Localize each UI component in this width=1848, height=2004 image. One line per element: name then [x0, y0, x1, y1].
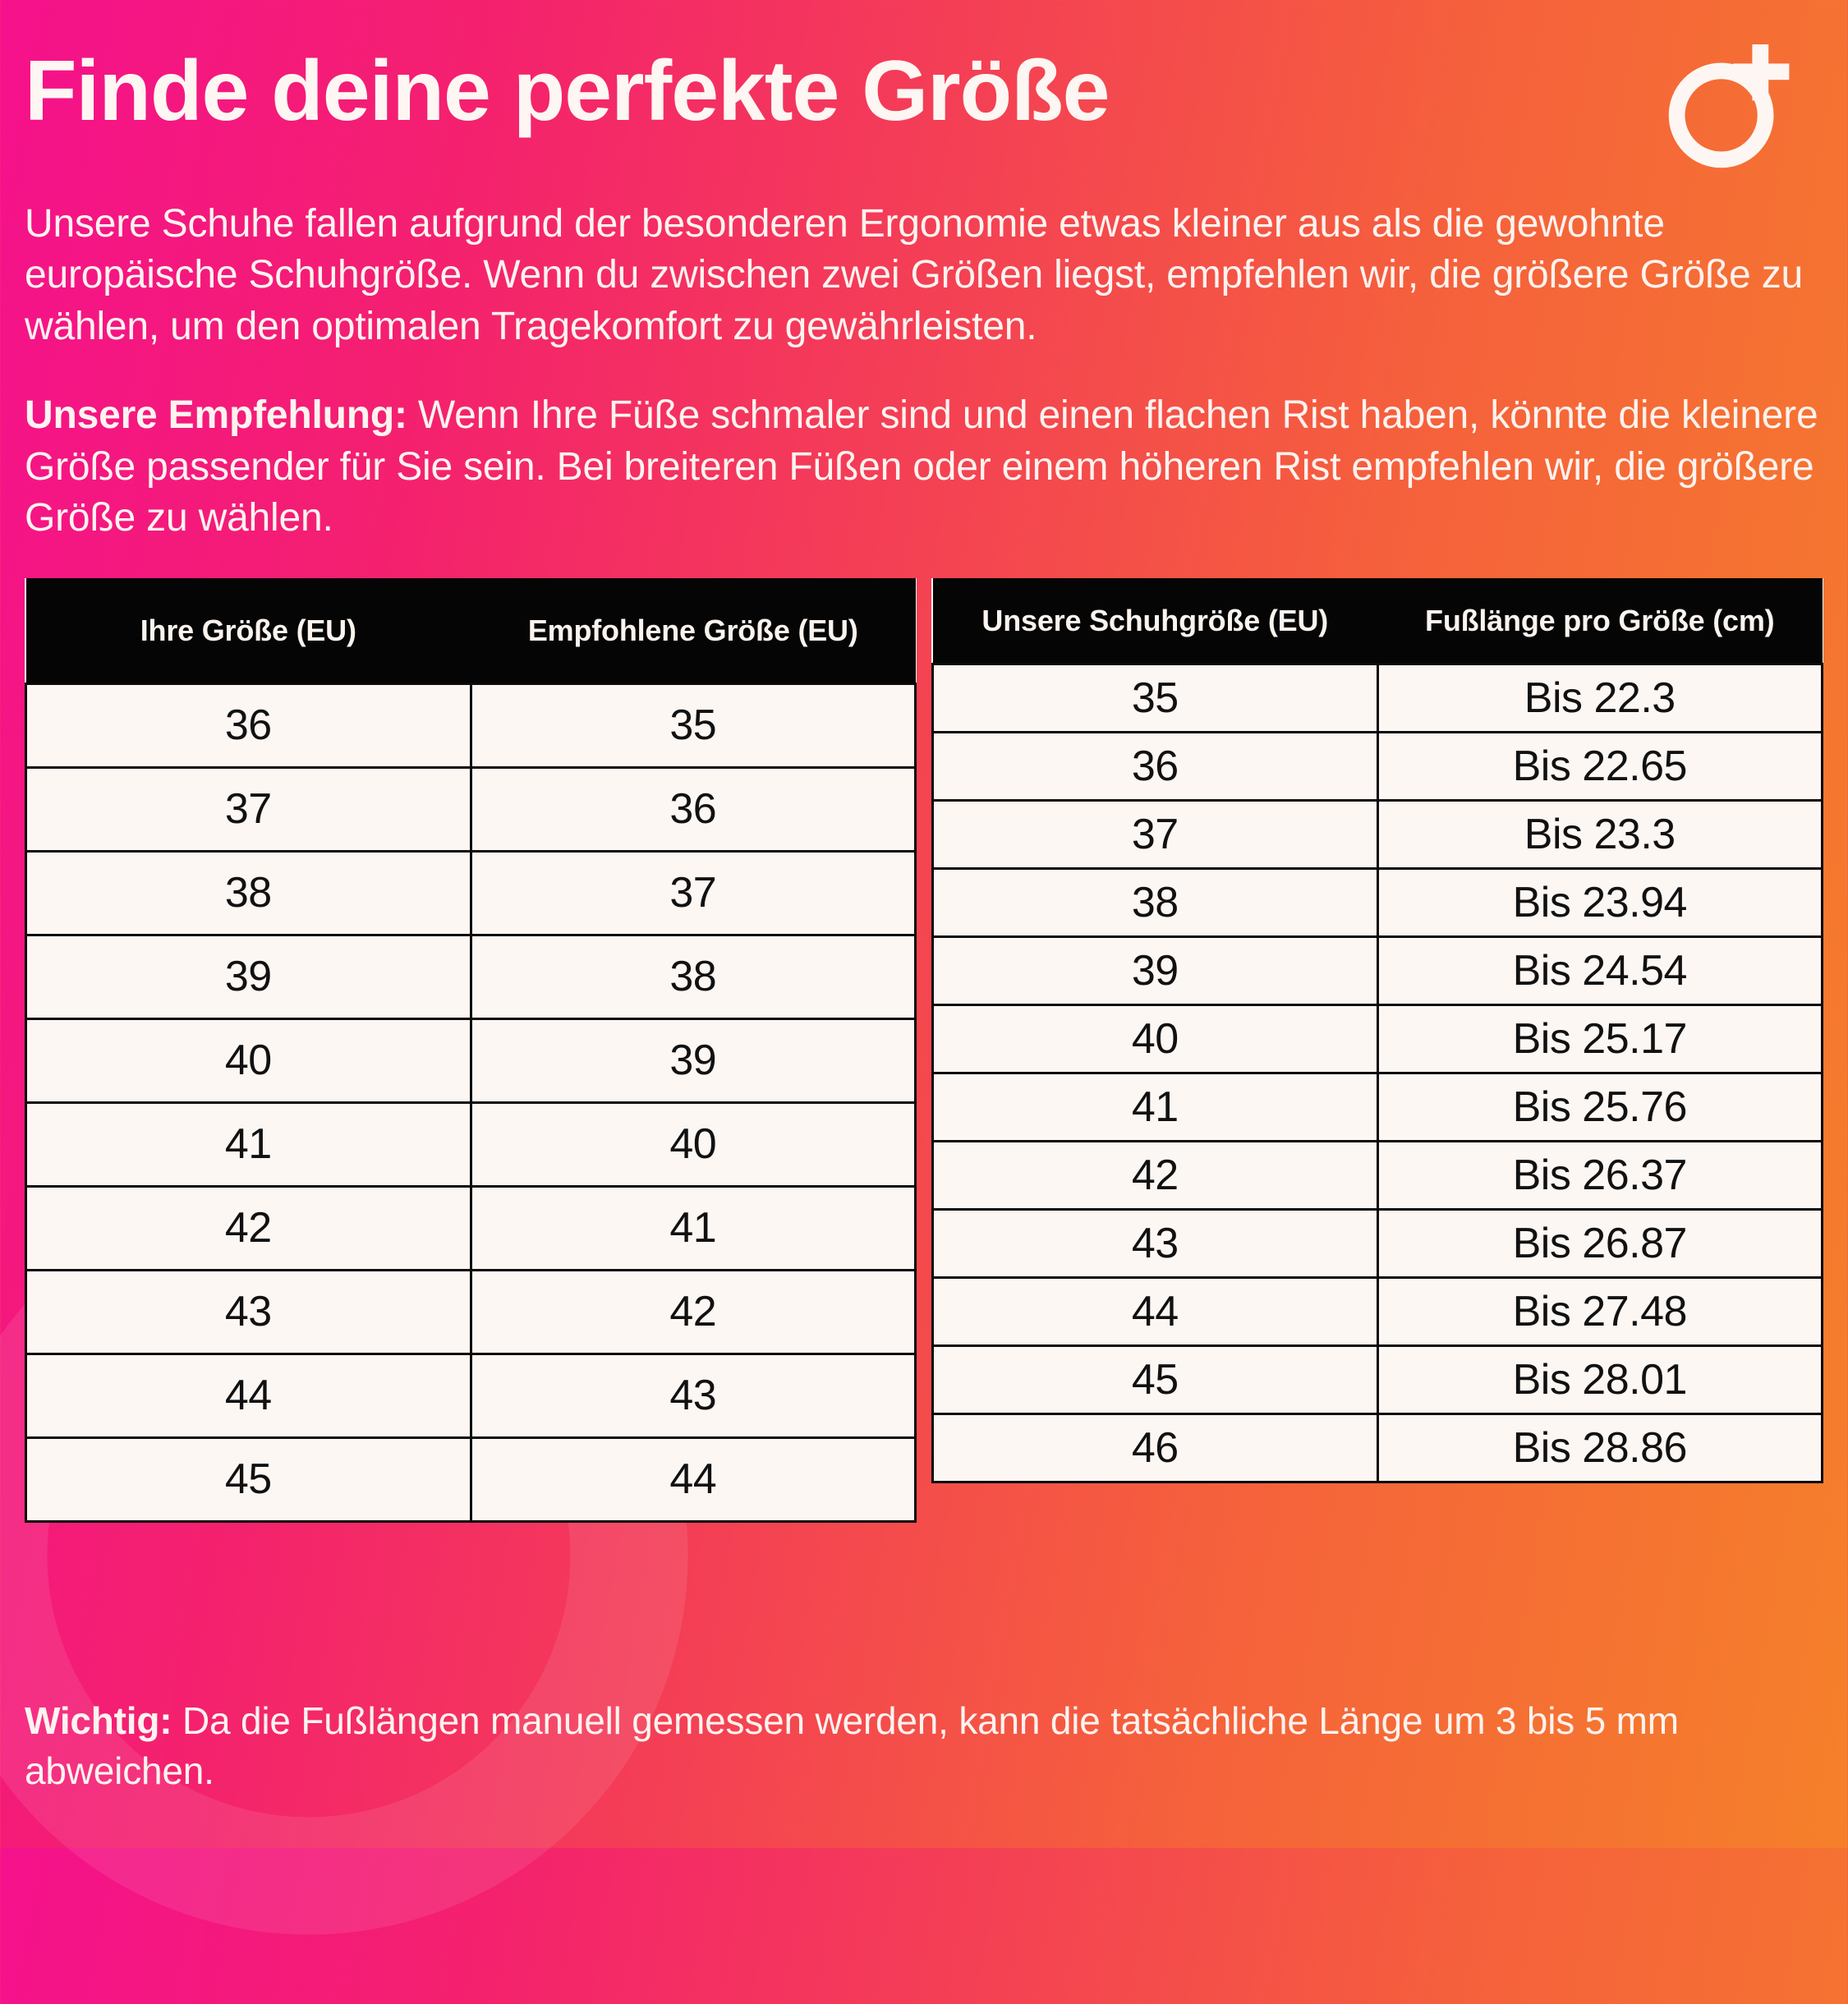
table-cell: 36 — [931, 730, 1379, 802]
table-cell: Bis 26.37 — [1376, 1139, 1823, 1211]
column-header-your-size: Ihre Größe (EU) — [25, 578, 471, 684]
size-guide-page: Finde deine perfekte Größe Unsere Schuhe… — [25, 44, 1823, 1796]
table-row: 36 Bis 22.65 — [931, 730, 1823, 802]
table-cell: Bis 28.86 — [1376, 1412, 1823, 1483]
table-header-row: Unsere Schuhgröße (EU) Fußlänge pro Größ… — [932, 578, 1823, 664]
table-cell: 40 — [931, 1003, 1379, 1074]
table-header-row: Ihre Größe (EU) Empfohlene Größe (EU) — [25, 578, 916, 684]
table-row: 43 42 — [25, 1268, 917, 1355]
table-body: 36 35 37 36 38 37 39 38 40 39 41 40 42 41 43 42 44 43 45 44 — [25, 682, 917, 1523]
table-cell: 45 — [25, 1436, 472, 1523]
table-cell: 37 — [469, 849, 917, 936]
column-header-foot-length: Fußlänge pro Größe (cm) — [1377, 578, 1823, 664]
table-cell: 37 — [931, 798, 1379, 870]
page-header: Finde deine perfekte Größe — [25, 44, 1823, 177]
footlength-table-wrapper: Unsere Schuhgröße (EU) Fußlänge pro Größ… — [931, 578, 1823, 1483]
table-cell: 39 — [931, 935, 1379, 1006]
table-row: 42 41 — [25, 1184, 917, 1271]
table-cell: 35 — [469, 682, 917, 769]
table-row: 44 Bis 27.48 — [931, 1275, 1823, 1347]
table-row: 46 Bis 28.86 — [931, 1412, 1823, 1483]
important-note: Wichtig: Da die Fußlängen manuell gemess… — [25, 1696, 1823, 1796]
table-cell: 38 — [25, 849, 472, 936]
table-cell: Bis 25.76 — [1376, 1071, 1823, 1142]
table-cell: Bis 22.65 — [1376, 730, 1823, 802]
table-cell: Bis 23.94 — [1376, 866, 1823, 938]
column-header-our-size: Unsere Schuhgröße (EU) — [932, 578, 1377, 664]
table-head: Unsere Schuhgröße (EU) Fußlänge pro Größ… — [932, 578, 1823, 664]
table-cell: 43 — [25, 1268, 472, 1355]
table-cell: Bis 23.3 — [1376, 798, 1823, 870]
table-cell: 35 — [931, 662, 1379, 733]
table-cell: 43 — [931, 1207, 1379, 1279]
size-conversion-table: Ihre Größe (EU) Empfohlene Größe (EU) 36… — [25, 578, 917, 1523]
table-row: 42 Bis 26.37 — [931, 1139, 1823, 1211]
table-row: 45 44 — [25, 1436, 917, 1523]
table-cell: Bis 22.3 — [1376, 662, 1823, 733]
size-tables-container: Ihre Größe (EU) Empfohlene Größe (EU) 36… — [25, 578, 1823, 1523]
table-cell: Bis 26.87 — [1376, 1207, 1823, 1279]
table-row: 38 37 — [25, 849, 917, 936]
table-cell: 46 — [931, 1412, 1379, 1483]
table-cell: 44 — [25, 1352, 472, 1439]
table-row: 37 Bis 23.3 — [931, 798, 1823, 870]
table-cell: 42 — [469, 1268, 917, 1355]
table-cell: 36 — [25, 682, 472, 769]
table-row: 35 Bis 22.3 — [931, 662, 1823, 733]
table-row: 36 35 — [25, 682, 917, 769]
table-cell: Bis 27.48 — [1376, 1275, 1823, 1347]
table-cell: 39 — [469, 1017, 917, 1104]
table-cell: 43 — [469, 1352, 917, 1439]
table-row: 38 Bis 23.94 — [931, 866, 1823, 938]
table-body: 35 Bis 22.3 36 Bis 22.65 37 Bis 23.3 38 Bis 23.… — [931, 662, 1823, 1483]
table-cell: 41 — [25, 1101, 472, 1188]
table-cell: Bis 28.01 — [1376, 1344, 1823, 1415]
table-row: 45 Bis 28.01 — [931, 1344, 1823, 1415]
table-row: 40 39 — [25, 1017, 917, 1104]
table-row: 41 Bis 25.76 — [931, 1071, 1823, 1142]
table-cell: 41 — [931, 1071, 1379, 1142]
table-cell: 45 — [931, 1344, 1379, 1415]
table-cell: 44 — [469, 1436, 917, 1523]
table-cell: 42 — [931, 1139, 1379, 1211]
table-cell: 40 — [469, 1101, 917, 1188]
table-row: 39 38 — [25, 933, 917, 1020]
recommendation-label: Unsere Empfehlung: — [25, 393, 407, 438]
table-cell: 40 — [25, 1017, 472, 1104]
table-cell: 39 — [25, 933, 472, 1020]
page-title: Finde deine perfekte Größe — [25, 44, 1110, 139]
column-header-recommended-size: Empfohlene Größe (EU) — [471, 578, 916, 684]
table-row: 39 Bis 24.54 — [931, 935, 1823, 1006]
table-cell: 41 — [469, 1184, 917, 1271]
table-head: Ihre Größe (EU) Empfohlene Größe (EU) — [25, 578, 916, 684]
recommendation-paragraph: Unsere Empfehlung: Wenn Ihre Füße schmal… — [25, 390, 1823, 544]
table-row: 41 40 — [25, 1101, 917, 1188]
table-cell: 44 — [931, 1275, 1379, 1347]
table-cell: Bis 25.17 — [1376, 1003, 1823, 1074]
table-row: 44 43 — [25, 1352, 917, 1439]
recommendation-text: Wenn Ihre Füße schmaler sind und einen f… — [25, 393, 1818, 540]
foot-length-table: Unsere Schuhgröße (EU) Fußlänge pro Größ… — [931, 578, 1823, 1483]
circle-plus-brand-icon — [1659, 30, 1807, 177]
table-row: 43 Bis 26.87 — [931, 1207, 1823, 1279]
table-row: 40 Bis 25.17 — [931, 1003, 1823, 1074]
table-cell: Bis 24.54 — [1376, 935, 1823, 1006]
table-cell: 37 — [25, 765, 472, 853]
important-note-text: Da die Fußlängen manuell gemessen werden… — [25, 1699, 1679, 1793]
intro-paragraph: Unsere Schuhe fallen aufgrund der besond… — [25, 202, 1803, 348]
conversion-table-wrapper: Ihre Größe (EU) Empfohlene Größe (EU) 36… — [25, 578, 917, 1523]
table-cell: 38 — [469, 933, 917, 1020]
important-note-label: Wichtig: — [25, 1699, 172, 1742]
table-row: 37 36 — [25, 765, 917, 853]
table-cell: 42 — [25, 1184, 472, 1271]
table-cell: 38 — [931, 866, 1379, 938]
table-cell: 36 — [469, 765, 917, 853]
